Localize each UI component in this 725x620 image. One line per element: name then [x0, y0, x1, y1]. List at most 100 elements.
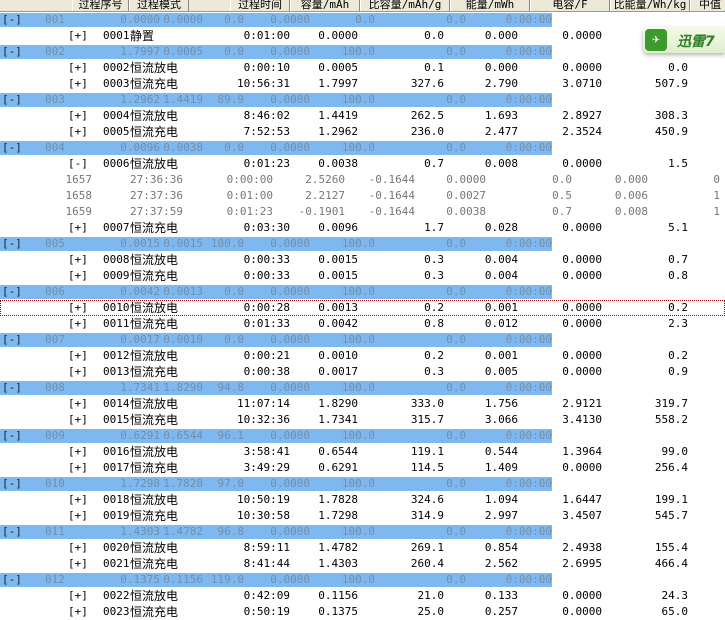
collapse-toggle[interactable]: [-]: [2, 285, 22, 298]
step-row[interactable]: [+] 0022 恒流放电 0:42:09 0.1156 21.0 0.133 0.0000 2…: [0, 588, 725, 604]
collapse-toggle[interactable]: [-]: [2, 13, 22, 26]
step-row[interactable]: [+] 0008 恒流放电 0:00:33 0.0015 0.3 0.004 0.0000 0.…: [0, 252, 725, 268]
expand-toggle[interactable]: [+]: [68, 349, 88, 362]
expand-toggle[interactable]: [+]: [68, 61, 88, 74]
step-row[interactable]: [+] 0021 恒流充电 8:41:44 1.4303 260.4 2.562 2.6995…: [0, 556, 725, 572]
expand-toggle[interactable]: [+]: [68, 557, 88, 570]
cycle-row[interactable]: [-] 010 1.7298 1.7828 97.0 0.0000 100.0 0.0 0:00…: [0, 476, 725, 492]
cycle-discharge-capacity: 0.0005: [163, 45, 203, 58]
collapse-toggle[interactable]: [-]: [2, 525, 22, 538]
step-row[interactable]: [+] 0014 恒流放电 11:07:14 1.8290 333.0 1.756 2.912…: [0, 396, 725, 412]
cycle-row[interactable]: [-] 006 0.0042 0.0013 0.0 0.0000 100.0 0.0 0:00:…: [0, 284, 725, 300]
expand-toggle[interactable]: [+]: [68, 29, 88, 42]
expand-toggle[interactable]: [+]: [68, 461, 88, 474]
expand-toggle[interactable]: [+]: [68, 605, 88, 618]
cycle-discharge-capacity: 0.1156: [163, 573, 203, 586]
expand-toggle[interactable]: [+]: [68, 445, 88, 458]
header-1[interactable]: 过程模式: [129, 0, 189, 11]
expand-toggle[interactable]: [+]: [68, 77, 88, 90]
detail-voltage: 2.5260: [305, 173, 345, 186]
cycle-row[interactable]: [-] 005 0.0015 0.0015 100.0 0.0000 100.0 0.0 0:0…: [0, 236, 725, 252]
detail-current: -0.1644: [368, 189, 415, 202]
header-0[interactable]: 过程序号: [72, 0, 129, 11]
step-row[interactable]: [-] 0006 恒流放电 0:01:23 0.0038 0.7 0.008 0.0000 1.…: [0, 156, 725, 172]
detail-row[interactable]: 1658 27:37:36 0:01:00 2.2127 -0.1644 0.0027 0.…: [0, 188, 725, 204]
expand-toggle[interactable]: [+]: [68, 269, 88, 282]
expand-toggle[interactable]: [+]: [68, 253, 88, 266]
step-row[interactable]: [+] 0004 恒流放电 8:46:02 1.4419 262.5 1.693 2.8927…: [0, 108, 725, 124]
expand-toggle[interactable]: [+]: [68, 125, 88, 138]
step-row[interactable]: [+] 0018 恒流放电 10:50:19 1.7828 324.6 1.094 1.644…: [0, 492, 725, 508]
collapse-toggle[interactable]: [-]: [2, 573, 22, 586]
cycle-row[interactable]: [-] 002 1.7997 0.0005 0.0 0.0000 100.0 0.0 0:00:…: [0, 44, 725, 60]
detail-voltage: -0.1901: [298, 205, 345, 218]
step-capacity: 0.0038: [318, 157, 358, 170]
collapse-toggle[interactable]: [-]: [2, 141, 22, 154]
step-row[interactable]: [+] 0016 恒流放电 3:58:41 0.6544 119.1 0.544 1.3964…: [0, 444, 725, 460]
step-row[interactable]: [+] 0020 恒流放电 8:59:11 1.4782 269.1 0.854 2.4938…: [0, 540, 725, 556]
expand-toggle[interactable]: [+]: [68, 509, 88, 522]
collapse-toggle[interactable]: [-]: [2, 381, 22, 394]
cycle-row[interactable]: [-] 001 0.0000 0.0000 0.0 0.0000 0.0 0.0 0:00:00: [0, 12, 725, 28]
step-row[interactable]: [+] 0023 恒流充电 0:50:19 0.1375 25.0 0.257 0.0000 6…: [0, 604, 725, 620]
expand-toggle[interactable]: [+]: [68, 541, 88, 554]
header-3[interactable]: 容量/mAh: [290, 0, 360, 11]
collapse-toggle[interactable]: [-]: [2, 237, 22, 250]
cycle-row[interactable]: [-] 008 1.7341 1.8290 94.8 0.0000 100.0 0.0 0:00…: [0, 380, 725, 396]
step-row[interactable]: [+] 0002 恒流放电 0:00:10 0.0005 0.1 0.000 0.0000 0.…: [0, 60, 725, 76]
expand-toggle[interactable]: [+]: [68, 317, 88, 330]
step-capacitance: 0.0000: [562, 221, 602, 234]
header-7[interactable]: 比能量/Wh/kg: [610, 0, 690, 11]
header-5[interactable]: 能量/mWh: [450, 0, 530, 11]
expand-toggle[interactable]: [+]: [68, 301, 88, 314]
collapse-toggle[interactable]: [-]: [2, 93, 22, 106]
step-row[interactable]: [+] 0001 静置 0:01:00 0.0000 0.0 0.000 0.0000: [0, 28, 725, 44]
step-row[interactable]: [+] 0007 恒流充电 0:03:30 0.0096 1.7 0.028 0.0000 5.…: [0, 220, 725, 236]
step-mode: 恒流放电: [130, 493, 179, 507]
detail-row[interactable]: 1659 27:37:59 0:01:23 -0.1901 -0.1644 0.0038 0…: [0, 204, 725, 220]
step-row[interactable]: [+] 0011 恒流充电 0:01:33 0.0042 0.8 0.012 0.0000 2.…: [0, 316, 725, 332]
cycle-time: 0:00:00: [505, 429, 552, 442]
expand-toggle[interactable]: [+]: [68, 413, 88, 426]
expand-toggle[interactable]: [+]: [68, 397, 88, 410]
expand-toggle[interactable]: [+]: [68, 221, 88, 234]
step-row[interactable]: [+] 0010 恒流放电 0:00:28 0.0013 0.2 0.001 0.0000 0.…: [0, 300, 725, 316]
step-row[interactable]: [+] 0015 恒流充电 10:32:36 1.7341 315.7 3.066 3.413…: [0, 412, 725, 428]
step-row[interactable]: [+] 0012 恒流放电 0:00:21 0.0010 0.2 0.001 0.0000 0.…: [0, 348, 725, 364]
step-energy: 1.693: [484, 109, 518, 122]
step-energy: 0.544: [484, 445, 518, 458]
step-specific-energy: 2.3: [668, 317, 688, 330]
step-row[interactable]: [+] 0013 恒流充电 0:00:38 0.0017 0.3 0.005 0.0000 0.…: [0, 364, 725, 380]
collapse-toggle[interactable]: [-]: [2, 429, 22, 442]
expand-toggle[interactable]: [-]: [68, 157, 88, 170]
expand-toggle[interactable]: [+]: [68, 365, 88, 378]
collapse-toggle[interactable]: [-]: [2, 333, 22, 346]
step-id: 0008: [103, 253, 130, 266]
cycle-row[interactable]: [-] 012 0.1375 0.1156 119.0 0.0000 100.0 0.0 0:0…: [0, 572, 725, 588]
expand-toggle[interactable]: [+]: [68, 109, 88, 122]
expand-toggle[interactable]: [+]: [68, 589, 88, 602]
header-6[interactable]: 电容/F: [530, 0, 610, 11]
step-row[interactable]: [+] 0009 恒流充电 0:00:33 0.0015 0.3 0.004 0.0000 0.…: [0, 268, 725, 284]
bird-icon: ✈: [645, 29, 667, 51]
collapse-toggle[interactable]: [-]: [2, 45, 22, 58]
step-row[interactable]: [+] 0005 恒流充电 7:52:53 1.2962 236.0 2.477 2.3524…: [0, 124, 725, 140]
header-8[interactable]: 中值: [690, 0, 725, 11]
header-2[interactable]: 过程时间: [230, 0, 290, 11]
header-4[interactable]: 比容量/mAh/g: [360, 0, 450, 11]
cycle-number: 012: [45, 573, 65, 586]
cycle-row[interactable]: [-] 009 0.6291 0.6544 96.1 0.0000 100.0 0.0 0:00…: [0, 428, 725, 444]
step-row[interactable]: [+] 0017 恒流充电 3:49:29 0.6291 114.5 1.409 0.0000…: [0, 460, 725, 476]
step-row[interactable]: [+] 0019 恒流充电 10:30:58 1.7298 314.9 2.997 3.450…: [0, 508, 725, 524]
detail-row[interactable]: 1657 27:36:36 0:00:00 2.5260 -0.1644 0.0000 0.…: [0, 172, 725, 188]
cycle-row[interactable]: [-] 004 0.0096 0.0038 0.0 0.0000 100.0 0.0 0:00:…: [0, 140, 725, 156]
collapse-toggle[interactable]: [-]: [2, 477, 22, 490]
step-time: 10:32:36: [237, 413, 290, 426]
cycle-row[interactable]: [-] 007 0.0017 0.0010 0.0 0.0000 100.0 0.0 0:00:…: [0, 332, 725, 348]
cycle-row[interactable]: [-] 011 1.4303 1.4782 96.8 0.0000 100.0 0.0 0:00…: [0, 524, 725, 540]
cycle-row[interactable]: [-] 003 1.2962 1.4419 89.9 0.0000 100.0 0.0 0:00…: [0, 92, 725, 108]
expand-toggle[interactable]: [+]: [68, 493, 88, 506]
xunlei-badge[interactable]: ✈ 迅雷7: [643, 27, 725, 53]
cycle-value: 0.0: [446, 429, 466, 442]
step-row[interactable]: [+] 0003 恒流充电 10:56:31 1.7997 327.6 2.790 3.071…: [0, 76, 725, 92]
